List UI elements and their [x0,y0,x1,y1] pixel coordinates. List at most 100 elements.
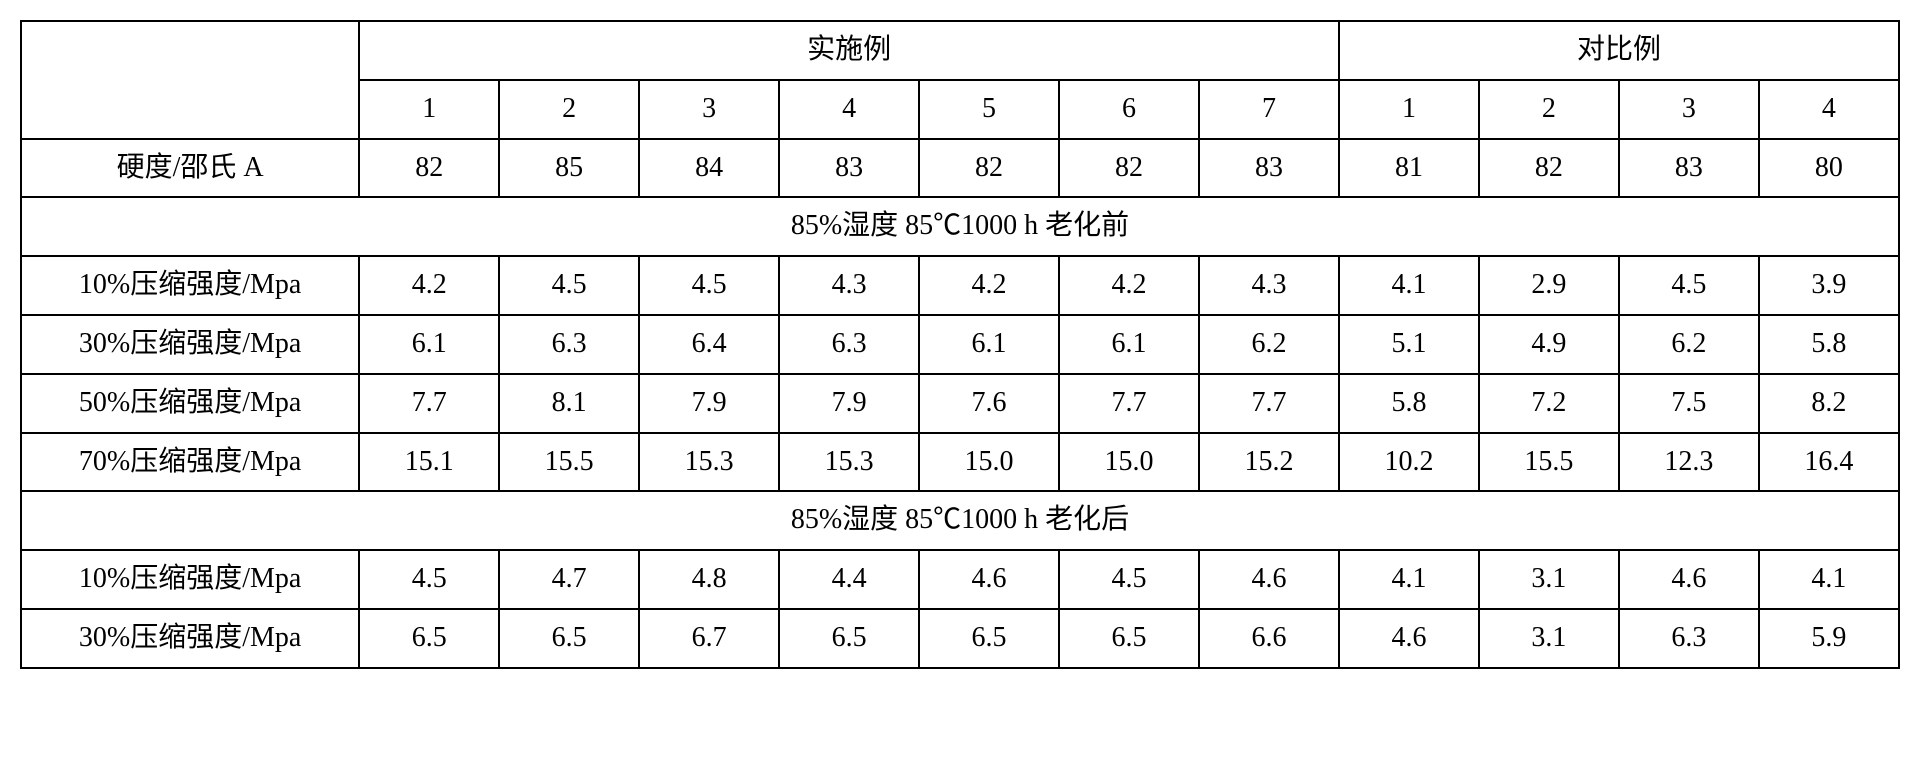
cell: 15.0 [919,433,1059,492]
cell: 10.2 [1339,433,1479,492]
cell: 80 [1759,139,1899,198]
cell: 4.2 [359,256,499,315]
cell: 5.1 [1339,315,1479,374]
header-row-groups: 实施例 对比例 [21,21,1899,80]
cell: 8.2 [1759,374,1899,433]
cell: 7.9 [779,374,919,433]
row-label: 30%压缩强度/Mpa [21,609,359,668]
cell: 15.3 [639,433,779,492]
cell: 16.4 [1759,433,1899,492]
cell: 4.1 [1759,550,1899,609]
cell: 4.6 [1339,609,1479,668]
cell: 4.1 [1339,256,1479,315]
cell: 7.7 [1059,374,1199,433]
table-row: 10%压缩强度/Mpa 4.2 4.5 4.5 4.3 4.2 4.2 4.3 … [21,256,1899,315]
cell: 15.3 [779,433,919,492]
cell: 4.4 [779,550,919,609]
col-num: 3 [639,80,779,139]
cell: 82 [1479,139,1619,198]
cell: 4.2 [919,256,1059,315]
row-label: 50%压缩强度/Mpa [21,374,359,433]
col-num: 4 [1759,80,1899,139]
cell: 4.8 [639,550,779,609]
cell: 84 [639,139,779,198]
cell: 15.0 [1059,433,1199,492]
cell: 4.5 [499,256,639,315]
cell: 82 [359,139,499,198]
cell: 6.4 [639,315,779,374]
row-label: 10%压缩强度/Mpa [21,550,359,609]
cell: 81 [1339,139,1479,198]
col-num: 1 [359,80,499,139]
section-before-aging: 85%湿度 85℃1000 h 老化前 [21,197,1899,256]
cell: 6.5 [1059,609,1199,668]
col-num: 4 [779,80,919,139]
table-row: 50%压缩强度/Mpa 7.7 8.1 7.9 7.9 7.6 7.7 7.7 … [21,374,1899,433]
table-body: 实施例 对比例 1 2 3 4 5 6 7 1 2 3 4 硬度/邵氏 A 82… [21,21,1899,668]
section-header: 85%湿度 85℃1000 h 老化前 [21,197,1899,256]
cell: 4.5 [359,550,499,609]
col-num: 7 [1199,80,1339,139]
row-label: 70%压缩强度/Mpa [21,433,359,492]
cell: 5.9 [1759,609,1899,668]
col-num: 3 [1619,80,1759,139]
row-hardness: 硬度/邵氏 A 82 85 84 83 82 82 83 81 82 83 80 [21,139,1899,198]
cell: 7.5 [1619,374,1759,433]
cell: 85 [499,139,639,198]
cell: 7.2 [1479,374,1619,433]
cell: 4.2 [1059,256,1199,315]
col-num: 6 [1059,80,1199,139]
cell: 82 [1059,139,1199,198]
cell: 4.9 [1479,315,1619,374]
cell: 3.1 [1479,550,1619,609]
table-row: 10%压缩强度/Mpa 4.5 4.7 4.8 4.4 4.6 4.5 4.6 … [21,550,1899,609]
cell: 4.5 [639,256,779,315]
cell: 4.5 [1619,256,1759,315]
cell: 4.3 [1199,256,1339,315]
header-group-compare: 对比例 [1339,21,1899,80]
cell: 6.3 [499,315,639,374]
cell: 4.5 [1059,550,1199,609]
section-after-aging: 85%湿度 85℃1000 h 老化后 [21,491,1899,550]
header-group-example: 实施例 [359,21,1339,80]
cell: 4.6 [1199,550,1339,609]
cell: 12.3 [1619,433,1759,492]
cell: 6.6 [1199,609,1339,668]
table-row: 30%压缩强度/Mpa 6.5 6.5 6.7 6.5 6.5 6.5 6.6 … [21,609,1899,668]
col-num: 5 [919,80,1059,139]
cell: 4.7 [499,550,639,609]
cell: 3.9 [1759,256,1899,315]
cell: 6.1 [1059,315,1199,374]
cell: 83 [1199,139,1339,198]
row-label: 30%压缩强度/Mpa [21,315,359,374]
cell: 4.6 [919,550,1059,609]
col-num: 1 [1339,80,1479,139]
cell: 6.2 [1199,315,1339,374]
cell: 6.1 [919,315,1059,374]
cell: 4.6 [1619,550,1759,609]
cell: 15.5 [1479,433,1619,492]
table-row: 70%压缩强度/Mpa 15.1 15.5 15.3 15.3 15.0 15.… [21,433,1899,492]
cell: 6.2 [1619,315,1759,374]
col-num: 2 [499,80,639,139]
cell: 5.8 [1339,374,1479,433]
cell: 6.5 [499,609,639,668]
cell: 7.9 [639,374,779,433]
cell: 83 [779,139,919,198]
cell: 6.5 [779,609,919,668]
data-table: 实施例 对比例 1 2 3 4 5 6 7 1 2 3 4 硬度/邵氏 A 82… [20,20,1900,669]
cell: 6.5 [359,609,499,668]
row-label: 10%压缩强度/Mpa [21,256,359,315]
cell: 7.6 [919,374,1059,433]
cell: 4.3 [779,256,919,315]
table-row: 30%压缩强度/Mpa 6.1 6.3 6.4 6.3 6.1 6.1 6.2 … [21,315,1899,374]
cell: 15.5 [499,433,639,492]
row-label: 硬度/邵氏 A [21,139,359,198]
cell: 5.8 [1759,315,1899,374]
cell: 15.1 [359,433,499,492]
cell: 3.1 [1479,609,1619,668]
cell: 15.2 [1199,433,1339,492]
cell: 83 [1619,139,1759,198]
cell: 6.3 [1619,609,1759,668]
cell: 82 [919,139,1059,198]
